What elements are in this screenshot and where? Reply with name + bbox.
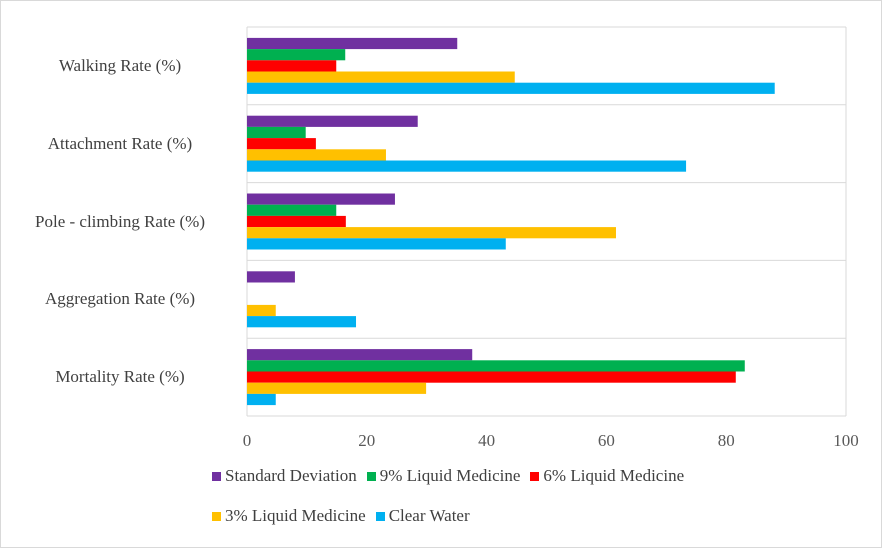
bar	[247, 316, 357, 328]
bar	[247, 349, 473, 361]
bar	[247, 227, 616, 239]
x-tick-label: 100	[833, 431, 859, 450]
legend-item: Clear Water	[375, 506, 470, 526]
y-tick-label: Aggregation Rate (%)	[44, 289, 196, 309]
bar	[247, 126, 306, 139]
bar	[247, 160, 687, 172]
legend-label: 3% Liquid Medicine	[225, 506, 366, 525]
bar	[247, 204, 337, 216]
bar	[247, 304, 276, 317]
legend-item: Standard Deviation	[212, 466, 357, 486]
bar	[247, 49, 346, 61]
legend-label: Clear Water	[388, 506, 470, 525]
bar	[247, 115, 418, 127]
bar	[247, 193, 395, 205]
legend-swatch	[366, 471, 376, 481]
y-tick-label: Pole - climbing Rate (%)	[35, 211, 205, 231]
legend-label: 6% Liquid Medicine	[543, 466, 685, 485]
bar	[247, 149, 386, 161]
legend-swatch	[212, 511, 221, 521]
x-tick-label: 20	[358, 431, 375, 450]
legend-swatch	[530, 471, 540, 481]
y-tick-label: Attachment Rate (%)	[47, 133, 193, 153]
bar	[247, 60, 337, 72]
legend-swatch	[212, 471, 221, 481]
bar	[247, 71, 515, 83]
legend-item: 6% Liquid Medicine	[530, 466, 684, 486]
bar	[247, 371, 736, 383]
legend-swatch	[375, 511, 385, 521]
bar	[247, 138, 316, 150]
bar	[247, 238, 506, 250]
bar	[247, 271, 295, 283]
bar	[247, 360, 745, 372]
bar	[247, 37, 458, 50]
bar	[247, 393, 276, 406]
legend-item: 9% Liquid Medicine	[366, 466, 521, 486]
bar	[247, 215, 346, 228]
bar	[247, 382, 427, 394]
y-tick-label: Mortality Rate (%)	[55, 367, 185, 387]
legend-label: 9% Liquid Medicine	[379, 466, 521, 485]
x-tick-label: 0	[243, 431, 252, 450]
x-tick-label: 60	[598, 431, 615, 450]
legend-item: 3% Liquid Medicine	[212, 506, 366, 526]
x-tick-label: 80	[718, 431, 735, 450]
bar	[247, 82, 775, 94]
legend: Standard Deviation 9% Liquid Medicine 6% L…	[212, 466, 802, 526]
x-tick-label: 40	[478, 431, 495, 450]
legend-label: Standard Deviation	[225, 466, 357, 485]
y-tick-label: Walking Rate (%)	[58, 55, 182, 75]
